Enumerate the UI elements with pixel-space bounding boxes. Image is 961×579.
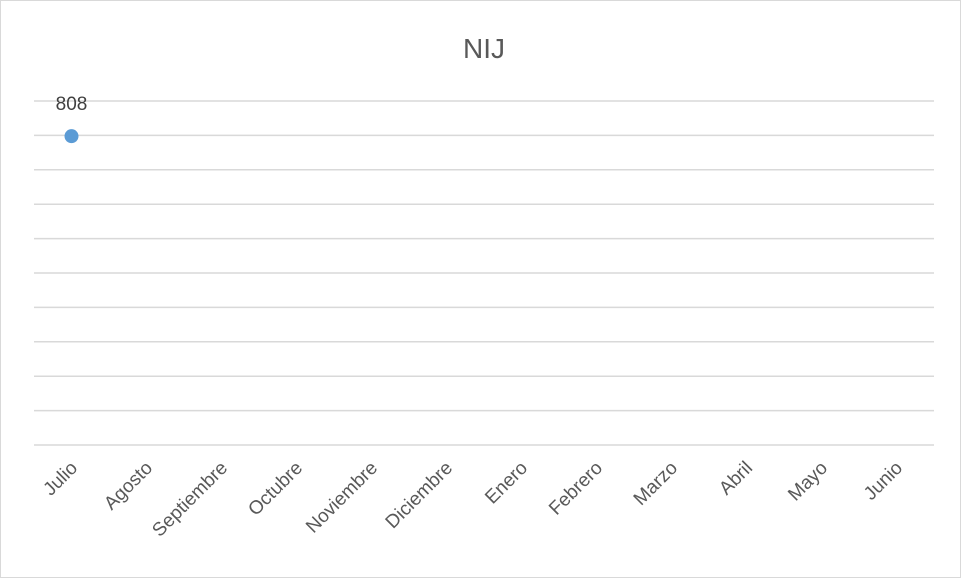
data-label: 808 [56, 94, 88, 115]
x-tick-label: Junio [860, 458, 907, 505]
x-tick-label: Diciembre [382, 458, 457, 533]
x-tick-label: Marzo [630, 458, 682, 510]
x-tick-label: Julio [40, 458, 82, 500]
x-tick-label: Enero [481, 458, 532, 509]
data-point [64, 129, 79, 144]
x-tick-label: Febrero [545, 458, 607, 520]
gridlines [34, 100, 934, 446]
x-tick-label: Septiembre [148, 458, 232, 542]
x-tick-label: Octubre [244, 458, 307, 521]
x-tick-label: Noviembre [302, 458, 382, 538]
x-tick-label: Mayo [784, 458, 832, 506]
x-tick-label: Agosto [100, 458, 157, 515]
x-tick-label: Abril [715, 458, 757, 500]
series-layer: 808 [56, 94, 88, 144]
chart-title: NIJ [463, 33, 505, 64]
